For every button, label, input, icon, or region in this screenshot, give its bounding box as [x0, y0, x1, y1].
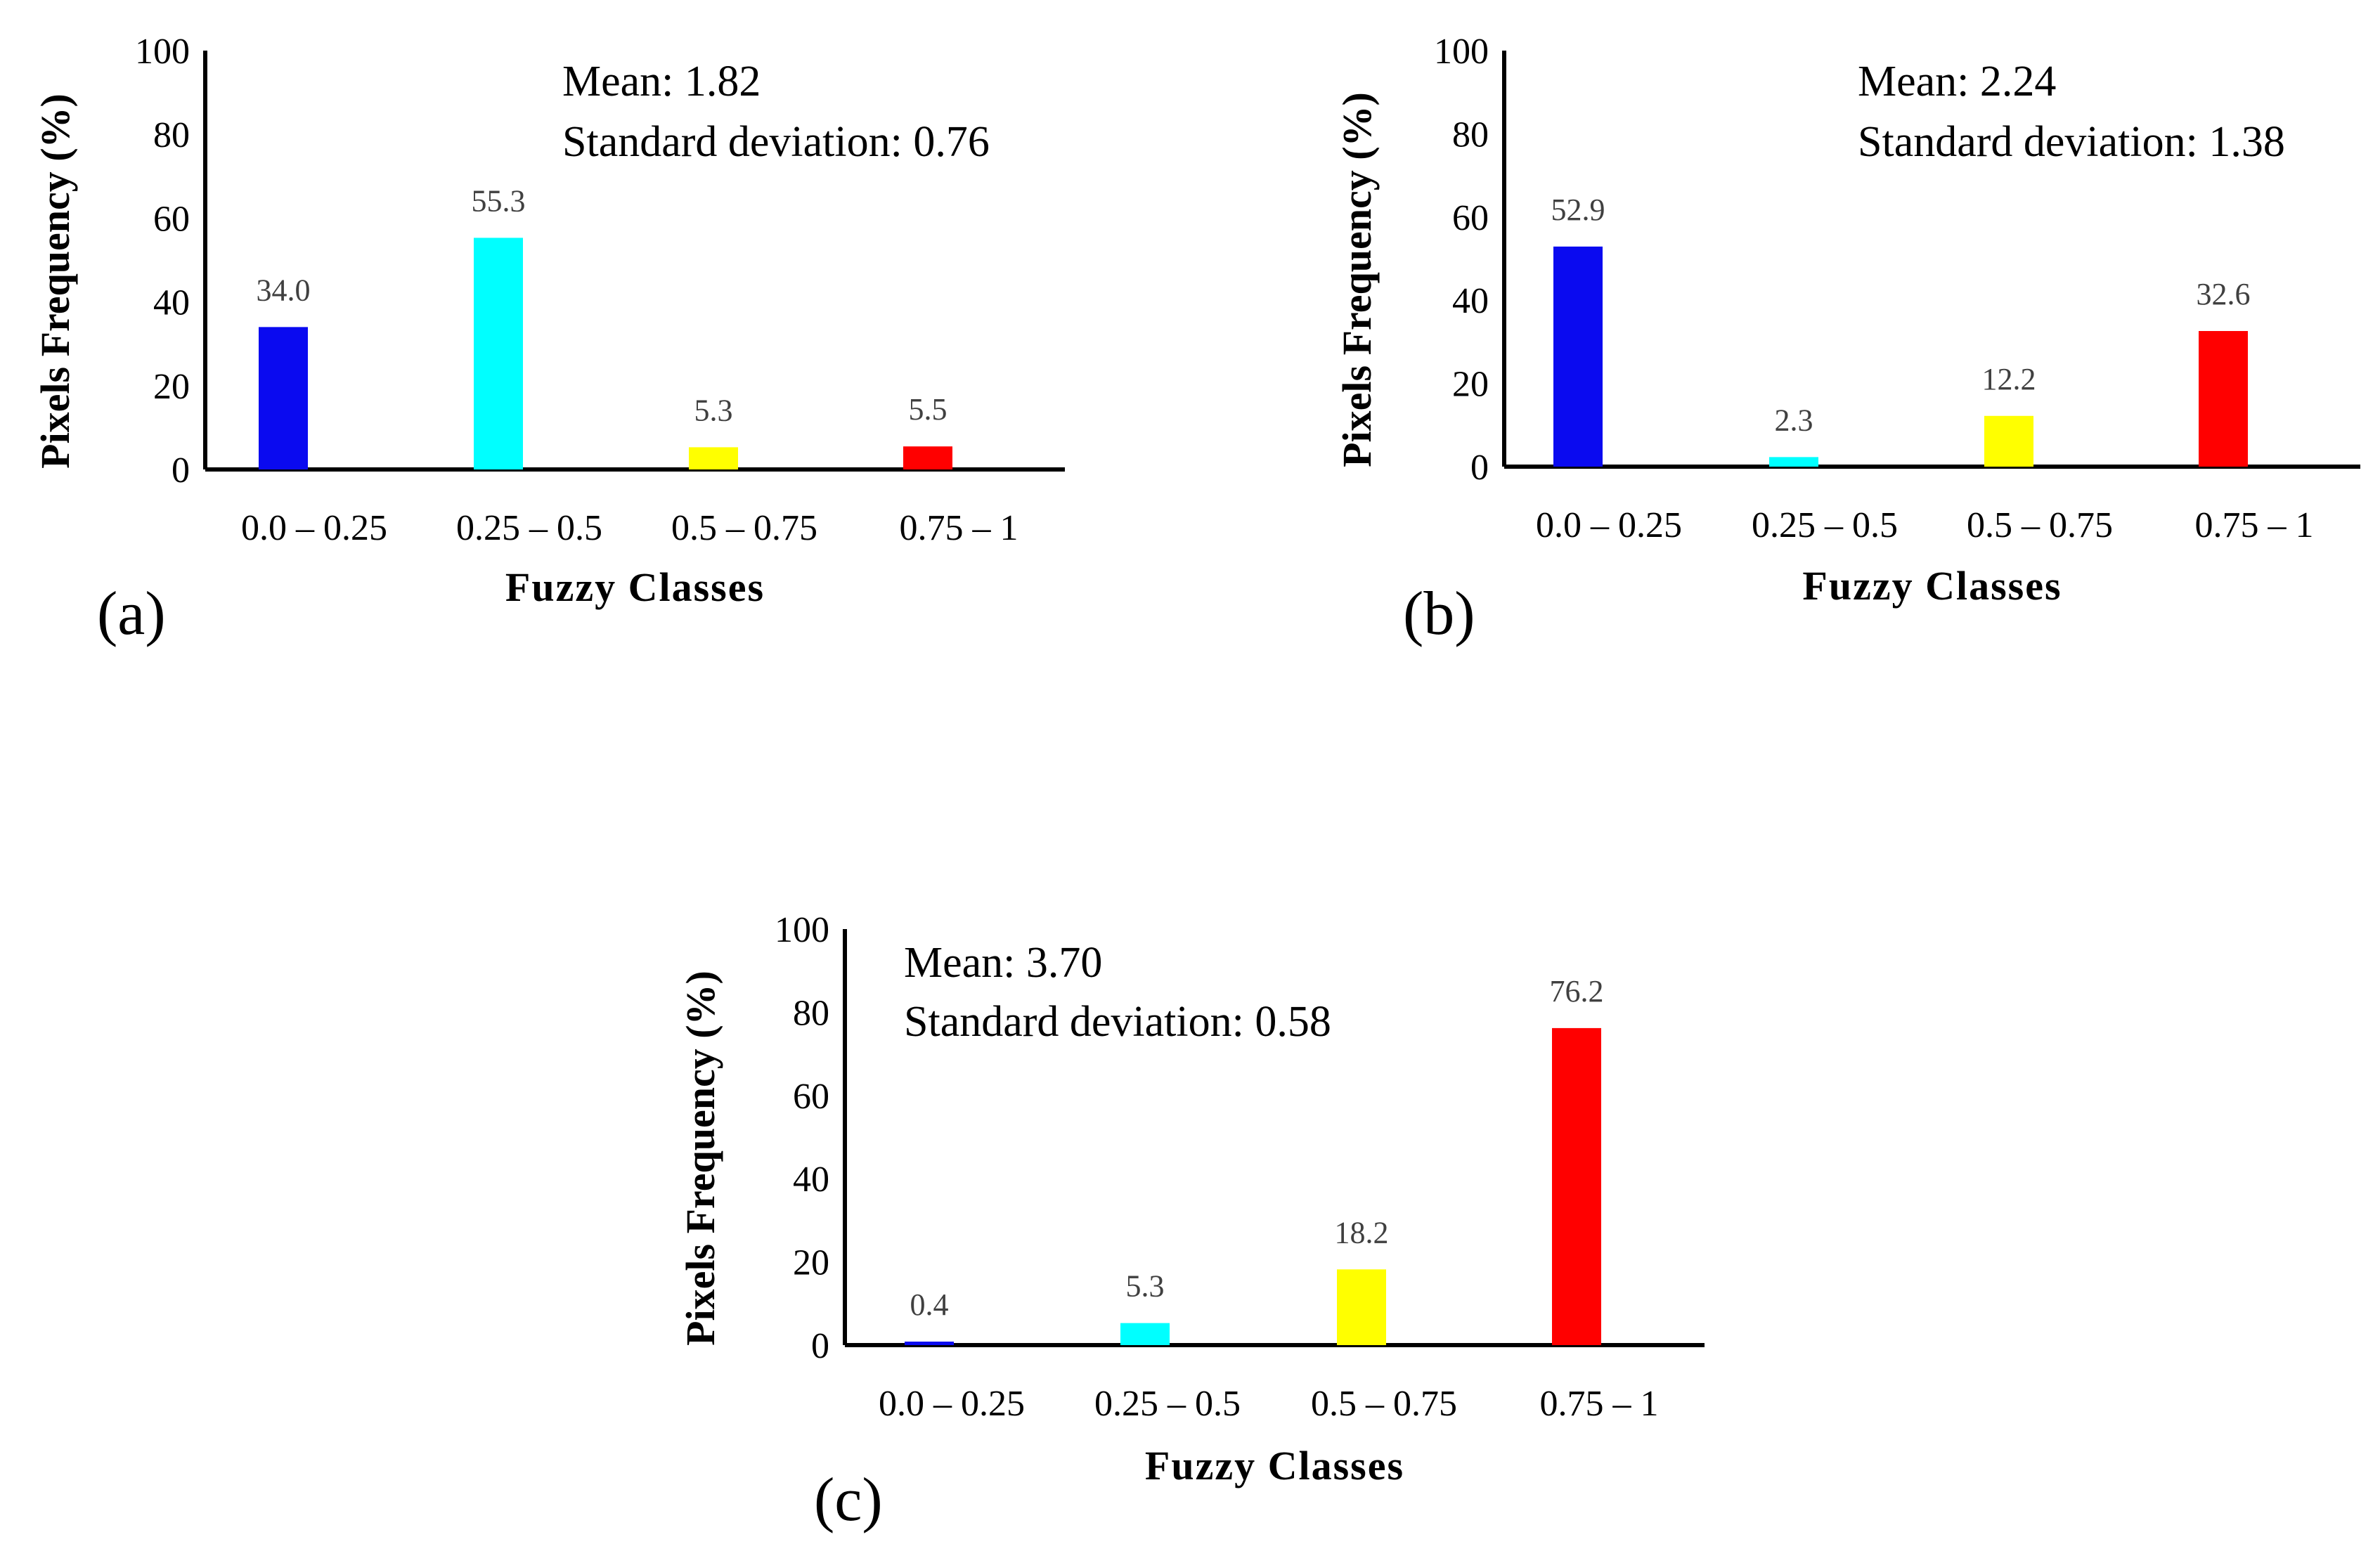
y-tick-label: 0	[811, 1326, 829, 1366]
bar	[1552, 1027, 1601, 1345]
bar	[474, 238, 523, 469]
data-label: 2.3	[1775, 403, 1813, 437]
y-axis-title: Pixels Frequency (%)	[1334, 92, 1380, 467]
x-tick-label: 0.5 – 0.75	[671, 508, 817, 548]
x-tick-label: 0.0 – 0.25	[241, 508, 387, 548]
bar	[1984, 415, 2033, 467]
x-tick-label: 0.75 – 1	[1540, 1384, 1659, 1424]
data-label: 52.9	[1551, 193, 1605, 227]
y-tick-label: 40	[153, 283, 190, 323]
y-axis-title: Pixels Frequency (%)	[32, 93, 78, 469]
panel-label: (b)	[1403, 580, 1475, 648]
data-label: 34.0	[257, 273, 311, 307]
std-annotation: Standard deviation: 1.38	[1858, 118, 2285, 166]
y-tick-label: 40	[793, 1160, 829, 1200]
bar	[903, 446, 952, 469]
bar	[1337, 1269, 1386, 1345]
x-tick-label: 0.25 – 0.5	[1094, 1384, 1241, 1424]
data-label: 18.2	[1335, 1215, 1389, 1250]
data-label: 5.3	[694, 393, 733, 427]
bar	[259, 327, 308, 469]
x-tick-label: 0.5 – 0.75	[1967, 505, 2113, 545]
x-tick-label: 0.5 – 0.75	[1311, 1384, 1457, 1424]
data-label: 5.5	[909, 392, 948, 427]
y-tick-label: 60	[1452, 198, 1489, 238]
y-tick-label: 100	[1434, 32, 1489, 72]
panel-label: (c)	[814, 1466, 883, 1534]
y-tick-label: 0	[1470, 448, 1489, 488]
x-tick-label: 0.0 – 0.25	[1536, 505, 1682, 545]
data-label: 5.3	[1126, 1269, 1165, 1304]
bar	[1553, 246, 1603, 467]
x-tick-label: 0.75 – 1	[2195, 505, 2314, 545]
mean-annotation: Mean: 3.70	[904, 939, 1102, 987]
y-tick-label: 80	[1452, 115, 1489, 155]
y-tick-label: 100	[135, 32, 190, 72]
chart-panel-a: 0 20 40 60 80 100 34.0 0.0 – 0.25 55.3 0.25 – 0.5…	[32, 32, 1065, 648]
chart-panel-b: 0 20 40 60 80 100 52.9 0.0 – 0.25 2.3 0.25 – 0.5 1…	[1334, 32, 2360, 648]
x-tick-label: 0.0 – 0.25	[879, 1384, 1025, 1424]
y-tick-label: 80	[793, 993, 829, 1033]
y-tick-label: 0	[172, 450, 190, 491]
bar	[2199, 331, 2248, 467]
y-tick-label: 20	[793, 1243, 829, 1283]
x-axis-title: Fuzzy Classes	[505, 564, 765, 610]
std-annotation: Standard deviation: 0.58	[904, 998, 1331, 1046]
std-annotation: Standard deviation: 0.76	[562, 118, 990, 166]
y-axis-title: Pixels Frequency (%)	[678, 971, 723, 1346]
bar	[689, 447, 738, 469]
data-label: 76.2	[1550, 974, 1604, 1008]
x-tick-label: 0.25 – 0.5	[1752, 505, 1898, 545]
data-label: 12.2	[1982, 362, 2036, 396]
y-tick-label: 80	[153, 115, 190, 155]
bar	[905, 1342, 954, 1345]
y-tick-label: 60	[793, 1077, 829, 1117]
bar	[1120, 1323, 1170, 1345]
x-tick-label: 0.25 – 0.5	[456, 508, 602, 548]
y-tick-label: 40	[1452, 281, 1489, 321]
data-label: 0.4	[910, 1287, 949, 1322]
x-axis-title: Fuzzy Classes	[1802, 563, 2062, 609]
data-label: 55.3	[472, 183, 526, 218]
y-tick-label: 20	[1452, 365, 1489, 405]
chart-panel-c: 0 20 40 60 80 100 0.4 0.0 – 0.25 5.3 0.25 – 0.5 18…	[678, 910, 1705, 1534]
y-tick-label: 60	[153, 199, 190, 239]
panel-label: (a)	[97, 580, 166, 648]
mean-annotation: Mean: 1.82	[562, 58, 761, 105]
x-tick-label: 0.75 – 1	[900, 508, 1018, 548]
x-axis-title: Fuzzy Classes	[1145, 1443, 1404, 1488]
y-tick-label: 100	[775, 910, 829, 950]
mean-annotation: Mean: 2.24	[1858, 58, 2056, 105]
data-label: 32.6	[2197, 277, 2251, 311]
y-tick-label: 20	[153, 367, 190, 407]
bar	[1769, 457, 1818, 467]
